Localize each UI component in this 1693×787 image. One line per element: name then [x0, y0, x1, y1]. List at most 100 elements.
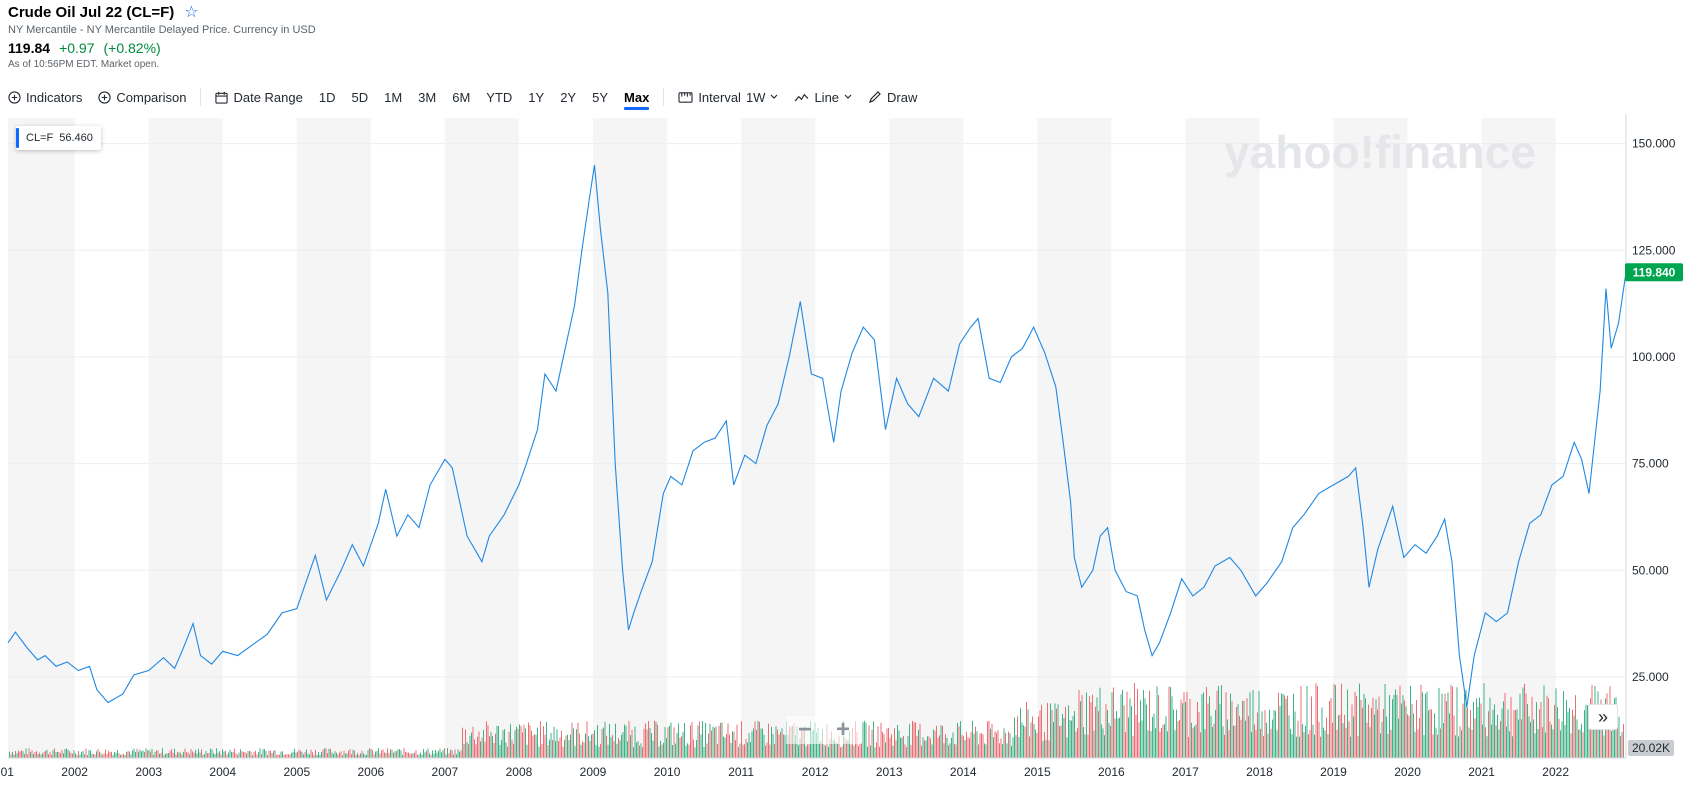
- volume-bar: [658, 746, 660, 758]
- comparison-button[interactable]: Comparison: [90, 82, 194, 112]
- series-legend[interactable]: CL=F 56.460: [16, 126, 101, 150]
- volume-bar: [532, 735, 534, 758]
- volume-bar: [798, 745, 799, 758]
- volume-bar: [424, 752, 426, 758]
- volume-bar: [325, 748, 327, 758]
- volume-bar: [417, 754, 418, 758]
- volume-bar: [994, 731, 996, 758]
- zoom-out-button[interactable]: −: [797, 716, 812, 743]
- volume-bar: [1554, 704, 1555, 758]
- volume-bar: [694, 747, 696, 758]
- chart-grid: [8, 143, 1626, 678]
- volume-bar: [214, 754, 216, 758]
- range-5d[interactable]: 5D: [351, 89, 369, 105]
- volume-bar: [112, 755, 114, 758]
- volume-bar: [1168, 686, 1170, 758]
- volume-bar: [624, 724, 625, 758]
- volume-bar: [441, 752, 442, 758]
- volume-bar: [283, 754, 285, 758]
- range-2y[interactable]: 2Y: [560, 89, 577, 105]
- volume-bar: [1264, 710, 1266, 758]
- volume-bar: [1320, 736, 1321, 758]
- expand-button[interactable]: »: [1588, 704, 1618, 730]
- volume-bar: [1347, 689, 1348, 758]
- volume-bar: [501, 740, 502, 758]
- range-ytd[interactable]: YTD: [486, 89, 513, 105]
- volume-bar: [1257, 712, 1258, 758]
- volume-bar: [832, 740, 834, 758]
- volume-bar: [1164, 723, 1165, 758]
- volume-bar: [193, 752, 195, 758]
- volume-bar: [606, 735, 607, 758]
- volume-bar: [286, 754, 288, 758]
- volume-bar: [87, 755, 88, 758]
- indicators-button[interactable]: Indicators: [0, 82, 90, 112]
- volume-bar: [688, 744, 690, 758]
- volume-bar: [679, 737, 681, 758]
- range-1m[interactable]: 1M: [384, 89, 403, 105]
- volume-bar: [229, 749, 231, 758]
- price-chart[interactable]: yahoo!finance 25.000 50.000 75.000 100.000 1…: [0, 112, 1693, 787]
- range-1d[interactable]: 1D: [318, 89, 336, 105]
- volume-bar: [754, 721, 756, 758]
- volume-bar: [529, 725, 531, 758]
- volume-bar: [1065, 706, 1066, 758]
- chart-type-dropdown[interactable]: Line: [786, 82, 860, 112]
- volume-bar: [465, 729, 466, 758]
- volume-bar: [447, 748, 448, 758]
- draw-button[interactable]: Draw: [860, 82, 925, 112]
- volume-bar: [1014, 717, 1015, 758]
- volume-bar: [1090, 702, 1092, 758]
- volume-bar: [159, 753, 160, 758]
- volume-bar: [726, 733, 727, 758]
- range-1y[interactable]: 1Y: [528, 89, 545, 105]
- chevron-down-icon: [844, 94, 852, 99]
- volume-bar: [1527, 703, 1528, 758]
- volume-bar: [1354, 691, 1356, 758]
- volume-bar: [837, 743, 838, 758]
- legend-value: 56.460: [59, 132, 93, 144]
- volume-bar: [978, 744, 979, 758]
- y-tick-label: 75.000: [1632, 457, 1669, 471]
- volume-bar: [873, 721, 874, 758]
- volume-bar: [1437, 734, 1438, 758]
- volume-bar: [1240, 719, 1242, 758]
- volume-bar: [1593, 709, 1594, 758]
- x-tick-label: 2007: [432, 765, 459, 779]
- volume-bar: [1374, 714, 1375, 758]
- y-tick-label: 50.000: [1632, 563, 1669, 577]
- volume-bar: [1258, 690, 1260, 758]
- interval-dropdown[interactable]: Interval 1W: [670, 82, 786, 112]
- range-6m[interactable]: 6M: [452, 89, 471, 105]
- volume-bar: [133, 748, 135, 758]
- volume-bar: [228, 752, 229, 758]
- volume-bar: [58, 751, 60, 758]
- volume-bar: [45, 750, 46, 758]
- volume-bar: [1432, 734, 1434, 758]
- range-max[interactable]: Max: [616, 82, 657, 112]
- zoom-in-button[interactable]: +: [835, 716, 850, 743]
- volume-bar: [333, 753, 334, 758]
- volume-bar: [429, 753, 430, 758]
- volume-bar: [162, 748, 163, 758]
- volume-bar: [1113, 687, 1114, 758]
- range-5y[interactable]: 5Y: [592, 89, 609, 105]
- line-chart-icon: [795, 93, 809, 102]
- range-3m[interactable]: 3M: [418, 89, 437, 105]
- volume-bar: [700, 734, 702, 758]
- volume-bar: [373, 754, 375, 758]
- volume-bar: [646, 729, 648, 758]
- volume-bar: [1458, 736, 1459, 758]
- x-tick-label: 2016: [1098, 765, 1125, 779]
- volume-bar: [993, 737, 994, 758]
- volume-bar: [130, 754, 132, 758]
- volume-bar: [498, 726, 499, 758]
- volume-bar: [753, 728, 754, 758]
- watchlist-star-icon[interactable]: ☆: [184, 3, 199, 21]
- volume-bar: [1519, 693, 1521, 758]
- volume-bar: [1281, 693, 1282, 758]
- volume-bar: [1402, 695, 1404, 758]
- volume-label: 20.02K: [1632, 741, 1670, 755]
- date-range-button[interactable]: Date Range: [207, 82, 310, 112]
- volume-bar: [628, 720, 630, 758]
